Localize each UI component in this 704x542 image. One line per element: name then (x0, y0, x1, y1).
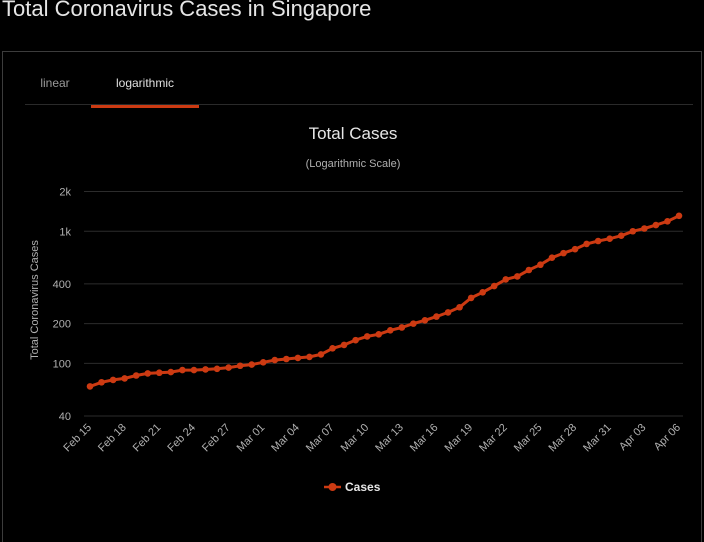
x-tick-label: Mar 10 (339, 422, 372, 455)
data-point[interactable] (98, 378, 105, 386)
data-point[interactable] (664, 218, 671, 225)
data-point[interactable] (421, 316, 429, 324)
data-point[interactable] (606, 235, 614, 242)
x-tick-label: Mar 04 (269, 422, 302, 455)
x-tick-label: Feb 18 (96, 422, 129, 455)
legend[interactable]: Cases (324, 480, 381, 494)
x-tick-label: Mar 22 (477, 422, 510, 455)
x-axis-ticks: Feb 15 Feb 18 Feb 21 Feb 24 Feb 27 Mar 01 Mar … (61, 422, 683, 455)
x-tick-label: Apr 03 (617, 422, 648, 453)
data-point[interactable] (386, 327, 394, 334)
chart-subtitle: (Logarithmic Scale) (306, 158, 401, 170)
data-point[interactable] (121, 375, 128, 382)
data-point[interactable] (375, 331, 383, 338)
data-point[interactable] (548, 254, 556, 261)
data-point[interactable] (398, 324, 406, 331)
y-tick-label: 200 (53, 319, 71, 331)
data-point[interactable] (248, 361, 255, 368)
page-title: Total Coronavirus Cases in Singapore (2, 0, 372, 21)
x-tick-label: Mar 16 (408, 422, 441, 455)
legend-marker (328, 483, 337, 491)
y-axis-title: Total Coronavirus Cases (29, 240, 41, 360)
data-point[interactable] (410, 320, 417, 327)
data-point[interactable] (132, 372, 140, 379)
legend-label: Cases (345, 480, 381, 494)
x-tick-label: Mar 31 (581, 422, 614, 455)
data-point[interactable] (167, 368, 175, 376)
data-point[interactable] (641, 225, 648, 232)
data-point[interactable] (294, 354, 302, 362)
y-tick-label: 1k (59, 226, 71, 238)
data-point[interactable] (225, 364, 232, 371)
x-tick-label: Feb 21 (131, 422, 164, 455)
data-point[interactable] (652, 221, 660, 229)
data-point[interactable] (617, 232, 625, 239)
y-axis-ticks: 40 100 200 400 1k 2k (53, 186, 72, 423)
data-point[interactable] (306, 353, 313, 361)
data-point[interactable] (213, 365, 221, 373)
data-point[interactable] (594, 237, 602, 245)
data-point[interactable] (629, 227, 637, 235)
x-tick-label: Apr 06 (652, 422, 683, 453)
data-point[interactable] (583, 240, 590, 248)
data-point[interactable] (86, 383, 94, 390)
data-point[interactable] (190, 366, 198, 374)
x-tick-label: Mar 25 (512, 422, 545, 455)
data-point[interactable] (259, 358, 267, 366)
data-point[interactable] (433, 313, 440, 320)
scale-tabs: linear logarithmic (25, 68, 693, 108)
x-tick-label: Mar 13 (373, 422, 406, 455)
y-tick-label: 2k (59, 186, 71, 198)
data-point[interactable] (283, 355, 290, 363)
data-point[interactable] (456, 303, 463, 311)
data-point[interactable] (490, 282, 498, 290)
x-tick-label: Feb 27 (200, 422, 233, 455)
data-point[interactable] (352, 336, 359, 344)
data-point[interactable] (525, 266, 533, 274)
data-point[interactable] (340, 341, 348, 349)
series-line (89, 214, 680, 388)
data-point[interactable] (236, 362, 244, 370)
grid-lines (84, 190, 683, 417)
data-point[interactable] (444, 309, 452, 316)
series-cases (86, 212, 683, 390)
data-point[interactable] (571, 245, 579, 253)
data-point[interactable] (317, 351, 325, 358)
chart-panel: linear logarithmic (2, 51, 702, 542)
x-tick-label: Feb 24 (165, 422, 198, 455)
data-point[interactable] (155, 369, 163, 377)
data-point[interactable] (675, 212, 683, 220)
data-point[interactable] (329, 345, 336, 352)
chart-title: Total Cases (309, 124, 398, 143)
data-point[interactable] (109, 376, 117, 384)
data-point[interactable] (144, 370, 152, 377)
x-tick-label: Feb 15 (61, 422, 94, 455)
y-tick-label: 40 (59, 411, 71, 423)
tab-linear[interactable]: linear (40, 76, 70, 90)
data-point[interactable] (271, 356, 279, 364)
data-point[interactable] (179, 366, 186, 374)
data-point[interactable] (560, 249, 567, 257)
x-tick-label: Mar 28 (546, 422, 579, 455)
data-point[interactable] (467, 294, 475, 302)
x-tick-label: Mar 19 (443, 422, 476, 455)
data-point[interactable] (537, 261, 544, 269)
x-tick-label: Mar 07 (304, 422, 337, 455)
data-point[interactable] (363, 333, 371, 340)
y-tick-label: 400 (53, 279, 71, 291)
data-point[interactable] (502, 276, 510, 283)
data-point[interactable] (479, 289, 486, 296)
data-point[interactable] (514, 273, 521, 280)
tab-logarithmic[interactable]: logarithmic (91, 76, 199, 108)
y-tick-label: 100 (53, 358, 71, 370)
data-point[interactable] (202, 366, 209, 373)
x-tick-label: Mar 01 (235, 422, 268, 455)
